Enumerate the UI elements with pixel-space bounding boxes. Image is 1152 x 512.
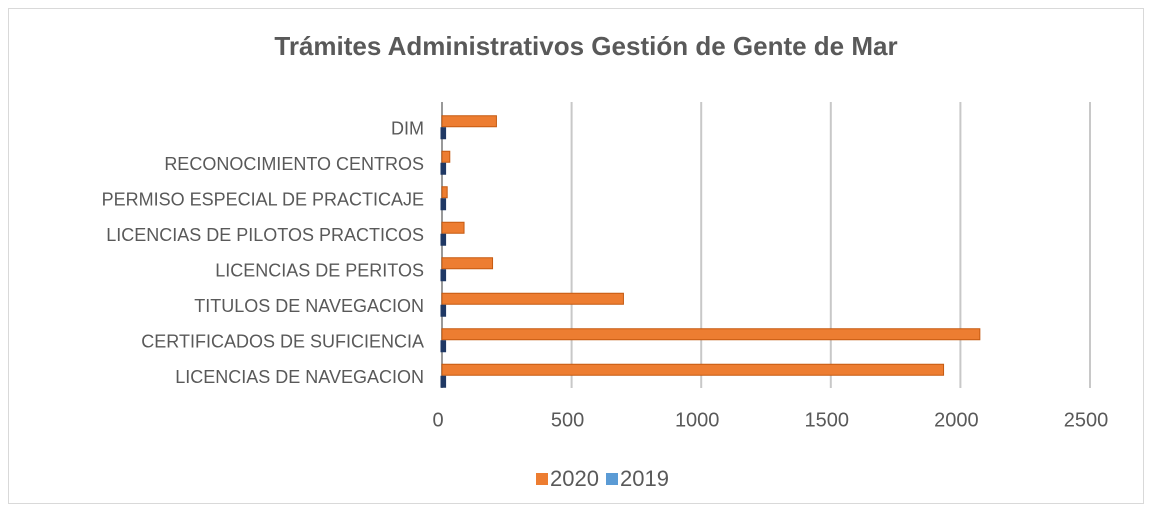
- y-tick-label: LICENCIAS DE PERITOS: [215, 261, 424, 281]
- x-tick-label: 2000: [934, 409, 979, 431]
- bar: [441, 292, 624, 305]
- y-tick-label: PERMISO ESPECIAL DE PRACTICAJE: [102, 190, 424, 210]
- bar: [440, 304, 447, 317]
- legend-swatch: [606, 473, 618, 485]
- x-tick-label: 0: [432, 409, 443, 431]
- x-tick-label: 1000: [675, 409, 720, 431]
- chart-title: Trámites Administrativos Gestión de Gent…: [274, 31, 897, 61]
- y-tick-label: CERTIFICADOS DE SUFICIENCIA: [141, 332, 424, 352]
- bar: [441, 328, 981, 341]
- bar: [441, 363, 945, 376]
- bar: [440, 375, 447, 388]
- bar: [440, 233, 447, 246]
- y-tick-label: DIM: [391, 119, 424, 139]
- bar: [441, 115, 497, 128]
- bar: [441, 257, 494, 270]
- y-tick-label: LICENCIAS DE NAVEGACION: [175, 367, 424, 387]
- bar: [441, 221, 465, 234]
- bar: [440, 162, 447, 175]
- legend-label: 2019: [620, 466, 669, 491]
- bar: [440, 198, 447, 211]
- x-tick-label: 500: [551, 409, 584, 431]
- bar: [441, 186, 448, 199]
- x-tick-label: 1500: [805, 409, 850, 431]
- y-tick-label: RECONOCIMIENTO CENTROS: [164, 154, 424, 174]
- x-tick-label: 2500: [1064, 409, 1109, 431]
- bar: [440, 269, 447, 282]
- bar: [441, 150, 451, 163]
- legend-label: 2020: [550, 466, 599, 491]
- bar: [440, 127, 447, 140]
- y-tick-label: TITULOS DE NAVEGACION: [194, 296, 424, 316]
- chart-border: [8, 8, 1144, 504]
- y-tick-label: LICENCIAS DE PILOTOS PRACTICOS: [106, 225, 424, 245]
- legend-swatch: [536, 473, 548, 485]
- bar: [440, 340, 447, 353]
